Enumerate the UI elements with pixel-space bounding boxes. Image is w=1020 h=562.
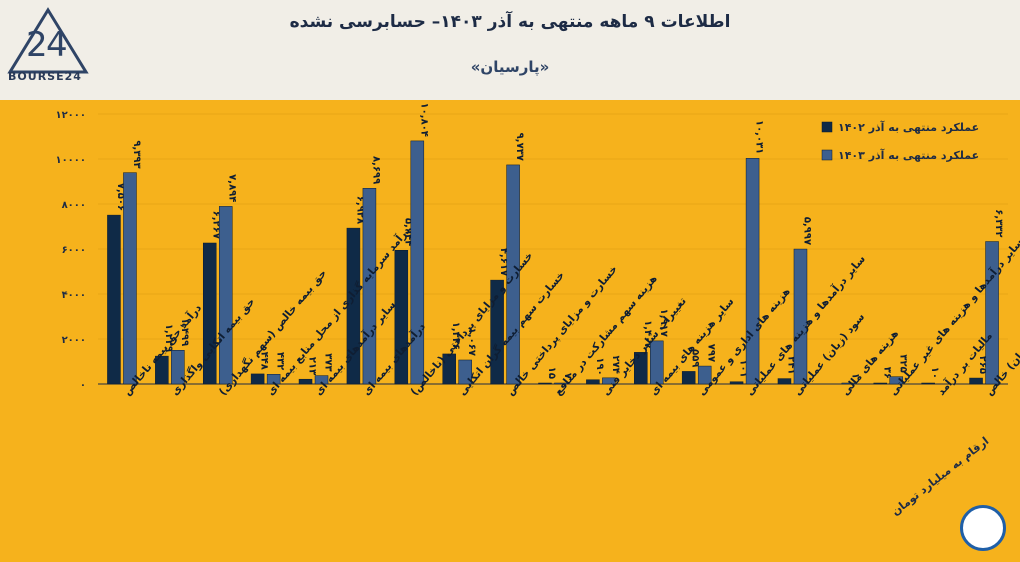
data-label: ۱,۴۹۹ — [179, 318, 190, 346]
bar-1402 — [394, 250, 409, 385]
data-label: ۱۰,۰۳۱ — [754, 120, 765, 154]
bar-1403 — [745, 158, 760, 385]
y-tick-label: ۸۰۰۰ — [62, 200, 86, 211]
page-subtitle: «پارسیان» — [470, 58, 550, 76]
data-label: ۷,۵۰۶ — [115, 183, 126, 211]
data-label: ۲۷۴ — [610, 356, 621, 374]
data-label: ۱,۰۶۷ — [466, 328, 477, 356]
data-label: ۴,۶۱۷ — [498, 248, 509, 276]
data-label: ۴۳۲ — [275, 352, 286, 370]
header: 2 4 BOURSE24 اطلاعات ۹ ماهه منتهی به آذر… — [0, 0, 1020, 100]
data-label: ۳۲۵ — [897, 354, 908, 372]
bar-1402 — [538, 382, 552, 385]
data-label: ۶,۹۲۸ — [354, 196, 365, 224]
data-label: ۲۶۵ — [977, 356, 988, 374]
bar-1403 — [266, 374, 281, 385]
legend-swatch — [821, 149, 833, 161]
bar-1403 — [841, 382, 856, 385]
bar-1402 — [107, 214, 121, 385]
y-tick-label: ۰ — [80, 380, 86, 391]
data-label: ۱ — [849, 373, 860, 379]
data-label: ۷ — [562, 373, 573, 379]
data-label: ۹,۳۹۳ — [131, 140, 142, 168]
bar-1402 — [921, 382, 935, 385]
svg-text:4: 4 — [46, 25, 68, 65]
data-label: ۱۰۱ — [738, 359, 749, 377]
data-label: ۳۷۳ — [323, 353, 334, 371]
data-label: ۷,۸۹۴ — [227, 174, 238, 202]
data-label: ۵,۹۴۴ — [402, 218, 413, 246]
data-label: ۸,۶۹۹ — [370, 156, 381, 184]
data-label: ۱,۹۱۷ — [658, 309, 669, 337]
data-label: ۱۹۰ — [594, 357, 605, 375]
bar-1402 — [298, 378, 313, 385]
data-label: ۷۹۷ — [706, 344, 717, 362]
bar-1402 — [969, 377, 983, 385]
data-label: ۴۴۸ — [259, 352, 270, 370]
bar-1403 — [458, 359, 472, 385]
bar-1402 — [155, 355, 169, 385]
bar-1402 — [681, 371, 696, 385]
bar-1403 — [554, 382, 568, 385]
page-title: اطلاعات ۹ ماهه منتهی به آذر ۱۴۰۳– حسابرس… — [289, 12, 731, 32]
bar-1403 — [793, 248, 808, 385]
data-label: ۱,۴۰۷ — [642, 320, 653, 348]
bar-1403 — [506, 164, 520, 385]
data-label: ۱,۳۳۶ — [450, 322, 461, 350]
data-label: ۲۴۱ — [785, 356, 796, 374]
data-label: ۵۵۹ — [690, 349, 701, 367]
y-tick-label: ۲۰۰۰ — [62, 335, 86, 346]
bar-1402 — [873, 382, 888, 385]
bar-1403 — [123, 172, 137, 385]
bar-1403 — [697, 365, 712, 385]
logo-text: BOURSE24 — [8, 70, 82, 83]
bar-1403 — [218, 206, 233, 385]
bar-1402 — [729, 381, 744, 385]
bar-1402 — [490, 279, 504, 385]
data-label: ۲۱۳ — [307, 357, 318, 375]
bar-1403 — [410, 140, 425, 385]
data-label: ۱۰ — [929, 367, 940, 379]
bar-1403 — [362, 188, 377, 385]
y-tick-label: ۱۲۰۰۰ — [55, 110, 86, 121]
y-tick-label: ۶۰۰۰ — [62, 245, 86, 256]
data-label: ۶,۲۶۷ — [211, 211, 222, 239]
svg-text:2: 2 — [26, 25, 48, 65]
data-label: ۳۶ — [881, 367, 892, 379]
bourse24-logo: 2 4 — [7, 7, 89, 74]
bar-1403 — [602, 377, 616, 385]
bar-1403 — [889, 376, 904, 385]
bar-1402 — [442, 353, 456, 385]
bar-1403 — [985, 241, 999, 385]
bar-1402 — [346, 227, 361, 385]
bar-1402 — [586, 379, 600, 385]
bar-1403 — [314, 375, 329, 385]
bar-1403 — [171, 350, 185, 385]
bar-1402 — [777, 378, 792, 385]
data-label: ۶,۳۳۲ — [993, 209, 1004, 237]
bar-1402 — [250, 373, 265, 385]
y-tick-label: ۴۰۰۰ — [62, 290, 86, 301]
bar-1403 — [650, 340, 664, 385]
data-label: ۹,۷۳۷ — [514, 133, 525, 161]
data-label: ۱۰,۸۰۴ — [418, 103, 429, 137]
y-tick-label: ۱۰۰۰۰ — [55, 155, 86, 166]
data-label: ۵,۹۹۷ — [801, 217, 812, 245]
legend-label: عملکرد منتهی به آذر ۱۴۰۲ — [838, 120, 979, 134]
legend-swatch — [821, 121, 833, 133]
bar-1402 — [634, 352, 648, 385]
brand-badge-icon — [960, 505, 1006, 551]
legend-label: عملکرد منتهی به آذر ۱۴۰۳ — [838, 148, 979, 162]
bar-chart: ۰ ۲۰۰۰ ۴۰۰۰ ۶۰۰۰ ۸۰۰۰ ۱۰۰۰۰ ۱۲۰۰۰ ۷,۵۰۶ ۱,۲۳۹ ۶,۲… — [55, 103, 1020, 398]
data-label: ۱۵ — [546, 367, 557, 379]
bar-1402 — [202, 242, 217, 385]
data-label: ۱,۲۳۹ — [163, 324, 174, 352]
